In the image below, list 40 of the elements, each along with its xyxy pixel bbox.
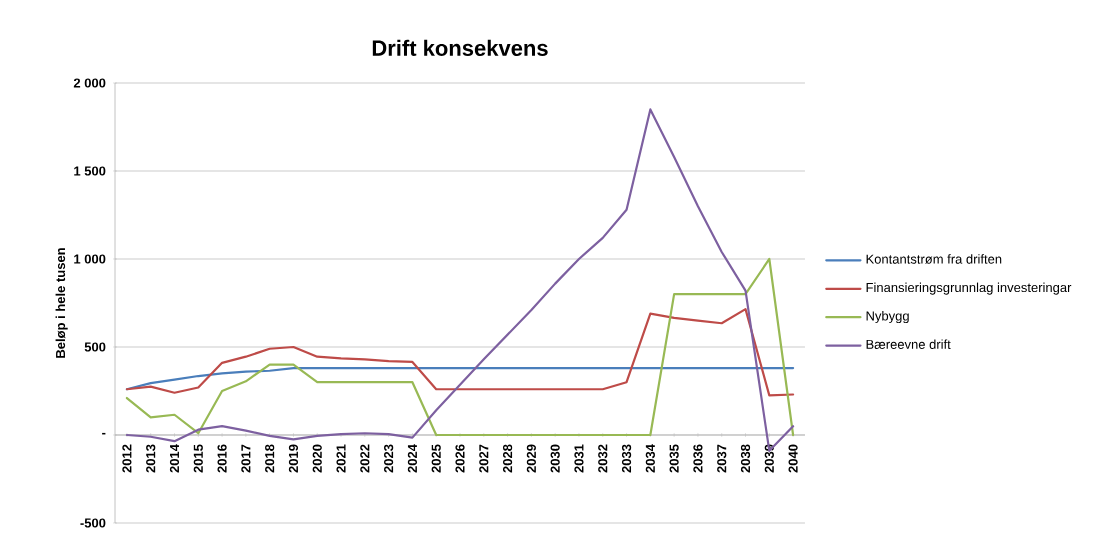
x-tick-label: 2029 [526, 444, 536, 473]
x-tick-label: 2033 [621, 444, 632, 473]
y-tick-label: 2 000 [73, 78, 106, 88]
x-tick-label: 2028 [503, 444, 513, 473]
x-tick-label: 2019 [288, 444, 299, 473]
x-tick-label: 2024 [407, 444, 418, 473]
y-tick-label: 500 [84, 342, 106, 352]
x-tick-label: 2035 [669, 444, 679, 473]
x-tick-label: 2021 [336, 444, 346, 473]
x-tick-label: 2014 [169, 444, 180, 473]
x-tick-label: 2038 [740, 444, 751, 473]
x-tick-label: 2017 [241, 444, 251, 473]
y-tick-label: 1 000 [74, 254, 106, 264]
y-tick-label: - [102, 432, 106, 435]
legend-label: Bæreevne drift [866, 339, 951, 349]
x-tick-label: 2037 [717, 444, 727, 473]
x-tick-label: 2022 [360, 444, 370, 473]
x-tick-label: 2036 [693, 444, 703, 473]
x-tick-label: 2020 [312, 444, 322, 473]
x-tick-label: 2015 [193, 444, 203, 473]
legend-label: Nybygg [866, 311, 909, 324]
x-tick-label: 2012 [122, 444, 132, 473]
x-tick-label: 2016 [217, 444, 227, 473]
x-tick-label: 2026 [455, 444, 465, 473]
y-tick-label: 1 500 [74, 166, 106, 176]
x-tick-label: 2034 [645, 444, 655, 473]
x-tick-label: 2013 [146, 444, 156, 473]
x-tick-label: 2040 [788, 444, 798, 473]
legend-label: Finansieringsgrunnlag investeringar [866, 282, 1072, 295]
x-tick-label: 2031 [574, 444, 584, 473]
x-tick-label: 2025 [431, 444, 441, 473]
chart-title: Drift konsekvens [372, 39, 548, 56]
x-tick-label: 2032 [598, 444, 608, 473]
legend-label: Kontantstrøm fra driften [866, 254, 1002, 264]
x-tick-label: 2027 [479, 444, 489, 473]
y-tick-label: -500 [80, 518, 106, 528]
y-axis-title: Beløp i hele tusen [55, 248, 68, 358]
x-tick-label: 2023 [384, 444, 394, 473]
x-tick-label: 2018 [265, 444, 275, 473]
x-tick-label: 2030 [550, 444, 560, 473]
